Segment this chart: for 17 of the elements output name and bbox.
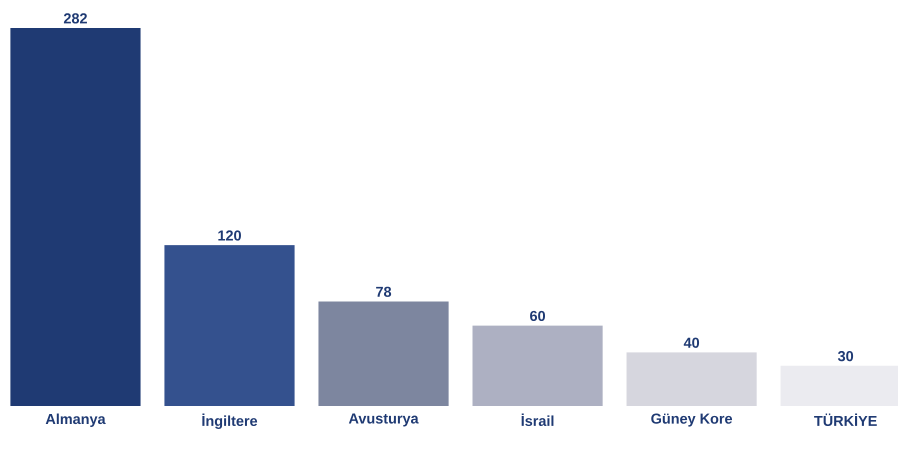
bar <box>472 326 603 406</box>
x-tick-label: Almanya <box>46 414 106 427</box>
x-tick-label: Avusturya <box>348 414 419 426</box>
data-label: 30 <box>838 351 854 362</box>
x-tick-label: İngiltere <box>202 414 258 429</box>
x-tick-label: TÜRKİYE <box>814 414 877 426</box>
bar <box>318 301 449 406</box>
data-label: 78 <box>376 286 392 297</box>
data-label: 282 <box>64 13 87 24</box>
data-label: 120 <box>218 230 241 241</box>
x-tick-label: İsrail <box>522 414 554 426</box>
bar <box>164 245 295 406</box>
data-label: 60 <box>530 310 546 322</box>
bar <box>626 352 757 406</box>
bar <box>10 28 141 406</box>
data-label: 40 <box>684 338 700 348</box>
x-tick-label: Güney Kore <box>651 414 732 427</box>
